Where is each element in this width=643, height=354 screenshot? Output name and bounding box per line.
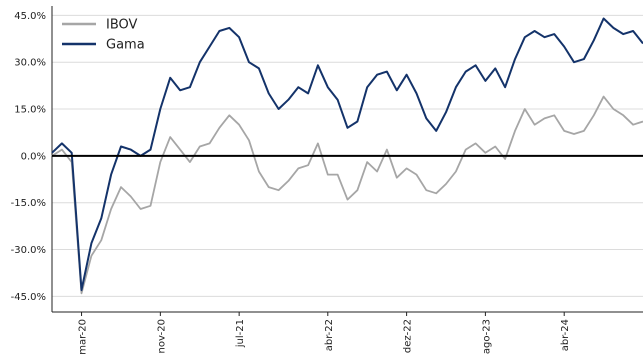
series-line-ibov [51,95,643,295]
y-tick-label: -45.0% [11,292,46,303]
legend-label-gama: Gama [106,38,145,53]
y-tick-label: -15.0% [11,198,46,209]
legend: IBOV Gama [62,18,145,53]
x-tick-label: mar-20 [78,319,89,354]
x-tick-label: nov-20 [156,319,167,353]
y-tick-label: 15.0% [14,105,46,116]
x-tick-label: abr-24 [560,319,571,351]
axes: 45.0% 30.0% 15.0% 0.0% -15.0% -30.0% -45.0% mar… [11,6,643,354]
y-tick-label: 0.0% [21,151,46,162]
y-tick-label: 45.0% [14,11,46,22]
x-tick-label: dez-22 [403,319,414,353]
x-tick-label: ago-23 [481,319,492,354]
y-tick-label: 30.0% [14,58,46,69]
x-tick-label: abr-22 [324,319,335,351]
x-tick-label: jul-21 [235,319,246,348]
series-lines [51,17,643,295]
legend-label-ibov: IBOV [106,18,138,33]
series-line-gama [51,17,643,292]
y-tick-label: -30.0% [11,245,46,256]
